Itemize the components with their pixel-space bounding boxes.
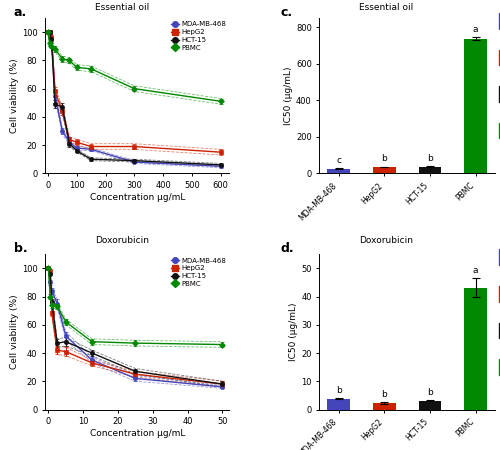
Text: c: c <box>336 157 342 166</box>
X-axis label: Concentration μg/mL: Concentration μg/mL <box>90 429 185 438</box>
Bar <box>418 166 442 173</box>
Bar <box>498 86 500 102</box>
Bar <box>498 249 500 265</box>
Text: Essential oil: Essential oil <box>359 3 413 12</box>
Text: a: a <box>473 25 478 34</box>
Bar <box>498 286 500 302</box>
Legend: MDA-MB-468, HepG2, HCT-15, PBMC: MDA-MB-468, HepG2, HCT-15, PBMC <box>168 255 228 290</box>
Bar <box>373 167 396 173</box>
Bar <box>498 359 500 374</box>
Text: d.: d. <box>281 242 294 255</box>
Text: a: a <box>473 266 478 275</box>
Text: b.: b. <box>14 242 28 255</box>
Text: Doxorubicin: Doxorubicin <box>359 236 413 245</box>
Bar <box>464 39 487 173</box>
Bar <box>418 400 442 410</box>
Text: c.: c. <box>281 5 293 18</box>
Bar <box>464 288 487 410</box>
Bar <box>498 123 500 139</box>
Bar <box>498 50 500 65</box>
Bar <box>328 169 350 173</box>
Text: Essential oil: Essential oil <box>96 3 150 12</box>
Text: Doxorubicin: Doxorubicin <box>96 236 150 245</box>
Text: b: b <box>382 154 388 163</box>
Text: b: b <box>427 154 433 163</box>
Bar <box>498 323 500 338</box>
Y-axis label: Cell viability (%): Cell viability (%) <box>10 58 19 133</box>
Bar <box>498 14 500 29</box>
X-axis label: Concentration μg/mL: Concentration μg/mL <box>90 193 185 202</box>
Text: a.: a. <box>14 5 27 18</box>
Y-axis label: IC50 (μg/mL): IC50 (μg/mL) <box>284 67 293 125</box>
Text: b: b <box>336 386 342 395</box>
Bar <box>328 399 350 410</box>
Legend: MDA-MB-468, HepG2, HCT-15, PBMC: MDA-MB-468, HepG2, HCT-15, PBMC <box>168 19 228 54</box>
Text: b: b <box>382 390 388 399</box>
Bar <box>373 403 396 410</box>
Text: b: b <box>427 388 433 397</box>
Y-axis label: Cell viability (%): Cell viability (%) <box>10 294 19 369</box>
Y-axis label: IC50 (μg/mL): IC50 (μg/mL) <box>290 302 298 361</box>
